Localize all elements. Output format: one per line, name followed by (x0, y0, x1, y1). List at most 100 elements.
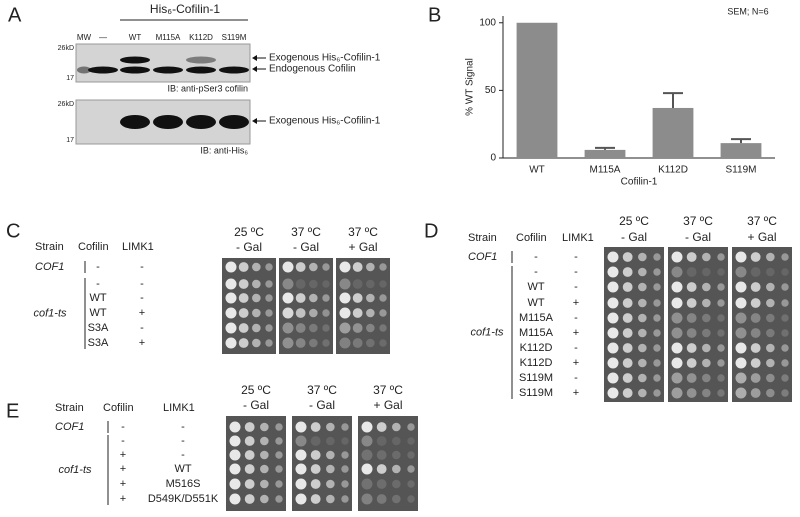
yeast-spot (322, 339, 330, 347)
bar (516, 22, 558, 159)
yeast-spot (392, 494, 401, 504)
yeast-spot (260, 464, 269, 474)
yeast-spot (341, 480, 349, 488)
band (120, 56, 150, 64)
yeast-spot (326, 479, 335, 489)
yeast-spot (781, 268, 789, 276)
yeast-spot (225, 307, 237, 319)
row-value: WT (174, 463, 191, 475)
strain-label: cof1-ts (58, 464, 92, 476)
yeast-spot (238, 308, 249, 318)
yeast-spot (392, 422, 401, 432)
yeast-spot (407, 451, 415, 459)
column-header: Strain (468, 232, 497, 244)
strain-label: COF1 (468, 251, 497, 263)
yeast-spot (407, 423, 415, 431)
yeast-spot (622, 373, 633, 383)
yeast-spot (238, 293, 249, 303)
yeast-spot (295, 279, 306, 289)
yeast-spot (638, 343, 647, 353)
row-value: WT (89, 307, 106, 319)
row-value: - (140, 261, 144, 273)
yeast-spot (339, 307, 351, 319)
yeast-spot (686, 267, 697, 277)
yeast-spot (781, 344, 789, 352)
x-tick-label: WT (529, 165, 545, 176)
yeast-spot (361, 478, 373, 490)
band (153, 66, 183, 74)
yeast-spot (229, 435, 241, 447)
yeast-spot (295, 449, 307, 461)
yeast-spot (750, 282, 761, 292)
yeast-spot (260, 494, 269, 504)
yeast-spot (607, 327, 619, 339)
yeast-spot (376, 436, 387, 446)
yeast-spot (750, 313, 761, 323)
row-value: K112D (520, 357, 553, 369)
column-header: Strain (35, 241, 64, 253)
yeast-spot (282, 307, 294, 319)
yeast-spot (366, 308, 375, 318)
row-value: K112D (520, 342, 553, 354)
column-header: Cofilin (103, 402, 134, 414)
yeast-spot (717, 344, 725, 352)
yeast-spot (295, 493, 307, 505)
row-value: - (534, 266, 538, 278)
yeast-spot (638, 313, 647, 323)
yeast-spot (265, 263, 273, 271)
yeast-spot (407, 465, 415, 473)
yeast-spot (366, 323, 375, 333)
yeast-spot (260, 450, 269, 460)
yeast-spot (341, 451, 349, 459)
yeast-spot (252, 323, 261, 333)
condition-label: - Gal (293, 240, 319, 254)
yeast-spot (309, 308, 318, 318)
yeast-spot (295, 463, 307, 475)
bar (584, 149, 626, 158)
yeast-spot (653, 314, 661, 322)
yeast-spot (229, 478, 241, 490)
yeast-spot (225, 322, 237, 334)
condition-label: - Gal (685, 230, 711, 244)
yeast-spot (607, 312, 619, 324)
yeast-spot (766, 328, 775, 338)
column-header: Strain (55, 402, 84, 414)
panel-letter: B (428, 4, 441, 26)
yeast-spot (244, 436, 255, 446)
yeast-spot (275, 465, 283, 473)
yeast-spot (607, 372, 619, 384)
condition-label: + Gal (747, 230, 776, 244)
yeast-spot (322, 280, 330, 288)
yeast-spot (244, 450, 255, 460)
band-label: Exogenous His₆-Cofilin-1 (269, 116, 381, 127)
band-label: Endogenous Cofilin (269, 64, 356, 75)
yeast-spot (622, 252, 633, 262)
yeast-spot (295, 262, 306, 272)
yeast-spot (341, 495, 349, 503)
row-value: + (120, 478, 126, 490)
yeast-spot (238, 262, 249, 272)
yeast-spot (310, 494, 321, 504)
row-value: - (574, 312, 578, 324)
yeast-spot (326, 464, 335, 474)
band (219, 115, 249, 129)
yeast-spot (781, 314, 789, 322)
yeast-spot (686, 343, 697, 353)
yeast-spot (282, 322, 294, 334)
plate (279, 258, 333, 354)
yeast-spot (379, 339, 387, 347)
row-value: + (573, 387, 579, 399)
yeast-spot (766, 267, 775, 277)
yeast-spot (781, 299, 789, 307)
yeast-spot (766, 298, 775, 308)
yeast-spot (702, 313, 711, 323)
yeast-spot (735, 266, 747, 278)
yeast-spot (352, 279, 363, 289)
yeast-spot (339, 337, 351, 349)
strain-label: cof1-ts (33, 307, 67, 319)
yeast-spot (252, 308, 261, 318)
yeast-spot (322, 294, 330, 302)
yeast-spot (653, 299, 661, 307)
row-value: - (181, 435, 185, 447)
yeast-spot (750, 252, 761, 262)
